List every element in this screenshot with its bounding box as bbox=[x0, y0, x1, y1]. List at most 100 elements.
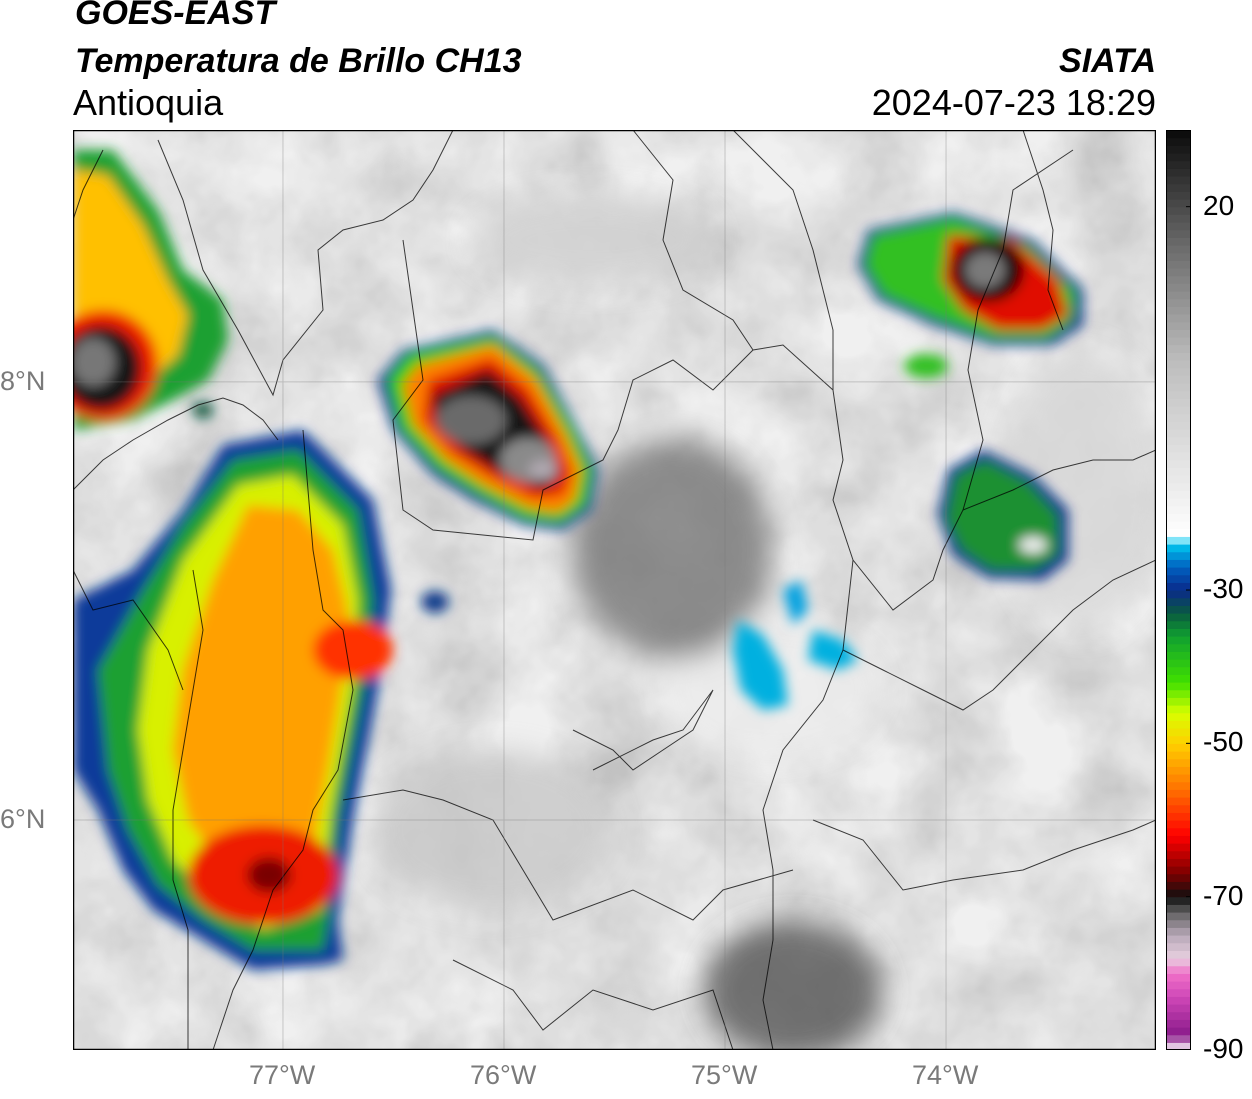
colorbar-band bbox=[1166, 996, 1191, 1005]
colorbar-band bbox=[1166, 689, 1191, 698]
internal-border-6 bbox=[452, 959, 734, 1050]
colorbar-band bbox=[1166, 160, 1191, 169]
colorbar-band bbox=[1166, 597, 1191, 606]
antioquia-border-south bbox=[762, 559, 854, 1050]
colorbar-tick-label: 20 bbox=[1203, 189, 1235, 221]
colorbar-band bbox=[1166, 942, 1191, 951]
internal-border-12 bbox=[73, 149, 104, 221]
colorbar-band bbox=[1166, 360, 1191, 369]
colorbar-band bbox=[1166, 544, 1191, 553]
colorbar-band bbox=[1166, 1004, 1191, 1013]
latitude-tick-label: 6°N bbox=[0, 804, 46, 834]
colorbar-band bbox=[1166, 528, 1191, 537]
colorbar-band bbox=[1166, 965, 1191, 974]
colorbar-band bbox=[1166, 950, 1191, 959]
colorbar-band bbox=[1166, 551, 1191, 560]
colorbar-band bbox=[1166, 697, 1191, 706]
colorbar-band bbox=[1166, 781, 1191, 790]
agency-label: SIATA bbox=[1059, 42, 1156, 80]
colorbar-band bbox=[1166, 459, 1191, 468]
blue-blob-nw bbox=[193, 402, 213, 418]
colorbar-band bbox=[1166, 567, 1191, 576]
satellite-map bbox=[73, 130, 1156, 1050]
graticule bbox=[73, 130, 1156, 1050]
colorbar-band bbox=[1166, 482, 1191, 491]
colorbar-band bbox=[1166, 137, 1191, 146]
east-cloud-hole bbox=[1019, 537, 1047, 553]
colorbar-band bbox=[1166, 291, 1191, 300]
colorbar-band bbox=[1166, 582, 1191, 591]
west-cloud-red-north bbox=[313, 620, 393, 680]
colorbar-band bbox=[1166, 505, 1191, 514]
colorbar-tick-label: -70 bbox=[1203, 879, 1244, 911]
small-cloud-ne-1 bbox=[904, 354, 948, 378]
colorbar-band bbox=[1166, 153, 1191, 162]
colorbar-band bbox=[1166, 413, 1191, 422]
colorbar-tick-label: -90 bbox=[1203, 1033, 1244, 1064]
internal-border-7 bbox=[172, 569, 204, 1050]
colorbar-band bbox=[1166, 628, 1191, 637]
colorbar-band bbox=[1166, 659, 1191, 668]
colorbar-band bbox=[1166, 666, 1191, 675]
colorbar-band bbox=[1166, 383, 1191, 392]
internal-border-11 bbox=[1022, 130, 1064, 331]
latitude-tick-label: 8°N bbox=[0, 365, 46, 396]
colorbar-band bbox=[1166, 298, 1191, 307]
colorbar-band bbox=[1166, 199, 1191, 208]
colorbar-band bbox=[1166, 1019, 1191, 1028]
colorbar-band bbox=[1166, 498, 1191, 507]
bright-cloud-north bbox=[473, 195, 713, 285]
colorbar-band bbox=[1166, 521, 1191, 530]
colorbar-band bbox=[1166, 344, 1191, 353]
colorbar-band bbox=[1166, 743, 1191, 752]
colorbar-band bbox=[1166, 912, 1191, 921]
colorbar-band bbox=[1166, 1034, 1191, 1043]
center-cloud-core-1 bbox=[436, 396, 506, 444]
colorbar-band bbox=[1166, 260, 1191, 269]
cold-cloud-west bbox=[73, 150, 393, 970]
colorbar-band bbox=[1166, 881, 1191, 890]
colorbar-band bbox=[1166, 958, 1191, 967]
colorbar-band bbox=[1166, 820, 1191, 829]
colorbar-band bbox=[1166, 475, 1191, 484]
boundaries bbox=[73, 130, 1156, 1050]
colorbar-band bbox=[1166, 973, 1191, 982]
colorbar-band bbox=[1166, 406, 1191, 415]
colorbar-band bbox=[1166, 367, 1191, 376]
colorbar-band bbox=[1166, 712, 1191, 721]
colorbar-band bbox=[1166, 214, 1191, 223]
colorbar-band bbox=[1166, 444, 1191, 453]
internal-border-2 bbox=[732, 130, 834, 390]
colorbar-band bbox=[1166, 206, 1191, 215]
internal-border-5 bbox=[812, 819, 1156, 891]
colorbar-ticks bbox=[1186, 206, 1191, 1050]
colorbar-band bbox=[1166, 191, 1191, 200]
longitude-tick-label: 74°W bbox=[912, 1060, 979, 1090]
colorbar-band bbox=[1166, 436, 1191, 445]
colorbar-band bbox=[1166, 1011, 1191, 1020]
cyan-cloud-3 bbox=[783, 580, 808, 625]
colorbar-band bbox=[1166, 574, 1191, 583]
colorbar-band bbox=[1166, 889, 1191, 898]
colorbar-band bbox=[1166, 375, 1191, 384]
west-cloud-dark-core bbox=[247, 857, 291, 893]
colorbar-band bbox=[1166, 429, 1191, 438]
dark-terrain-central bbox=[573, 440, 773, 660]
colorbar-band bbox=[1166, 651, 1191, 660]
colorbar-band bbox=[1166, 766, 1191, 775]
longitude-tick-label: 77°W bbox=[248, 1060, 316, 1090]
colorbar-band bbox=[1166, 329, 1191, 338]
colorbar-bands bbox=[1166, 130, 1191, 1050]
colorbar-band bbox=[1166, 467, 1191, 476]
west-cloud-orange bbox=[173, 505, 348, 890]
colorbar-band bbox=[1166, 682, 1191, 691]
cyan-cloud-2 bbox=[808, 630, 858, 670]
cold-cloud-northeast bbox=[193, 212, 1083, 710]
internal-border-10 bbox=[842, 559, 1156, 711]
colorbar-band bbox=[1166, 751, 1191, 760]
internal-border-1 bbox=[632, 130, 754, 351]
longitude-tick-label: 75°W bbox=[691, 1060, 758, 1090]
colorbar-band bbox=[1166, 797, 1191, 806]
datetime-label: 2024-07-23 18:29 bbox=[871, 82, 1156, 123]
colorbar-band bbox=[1166, 927, 1191, 936]
